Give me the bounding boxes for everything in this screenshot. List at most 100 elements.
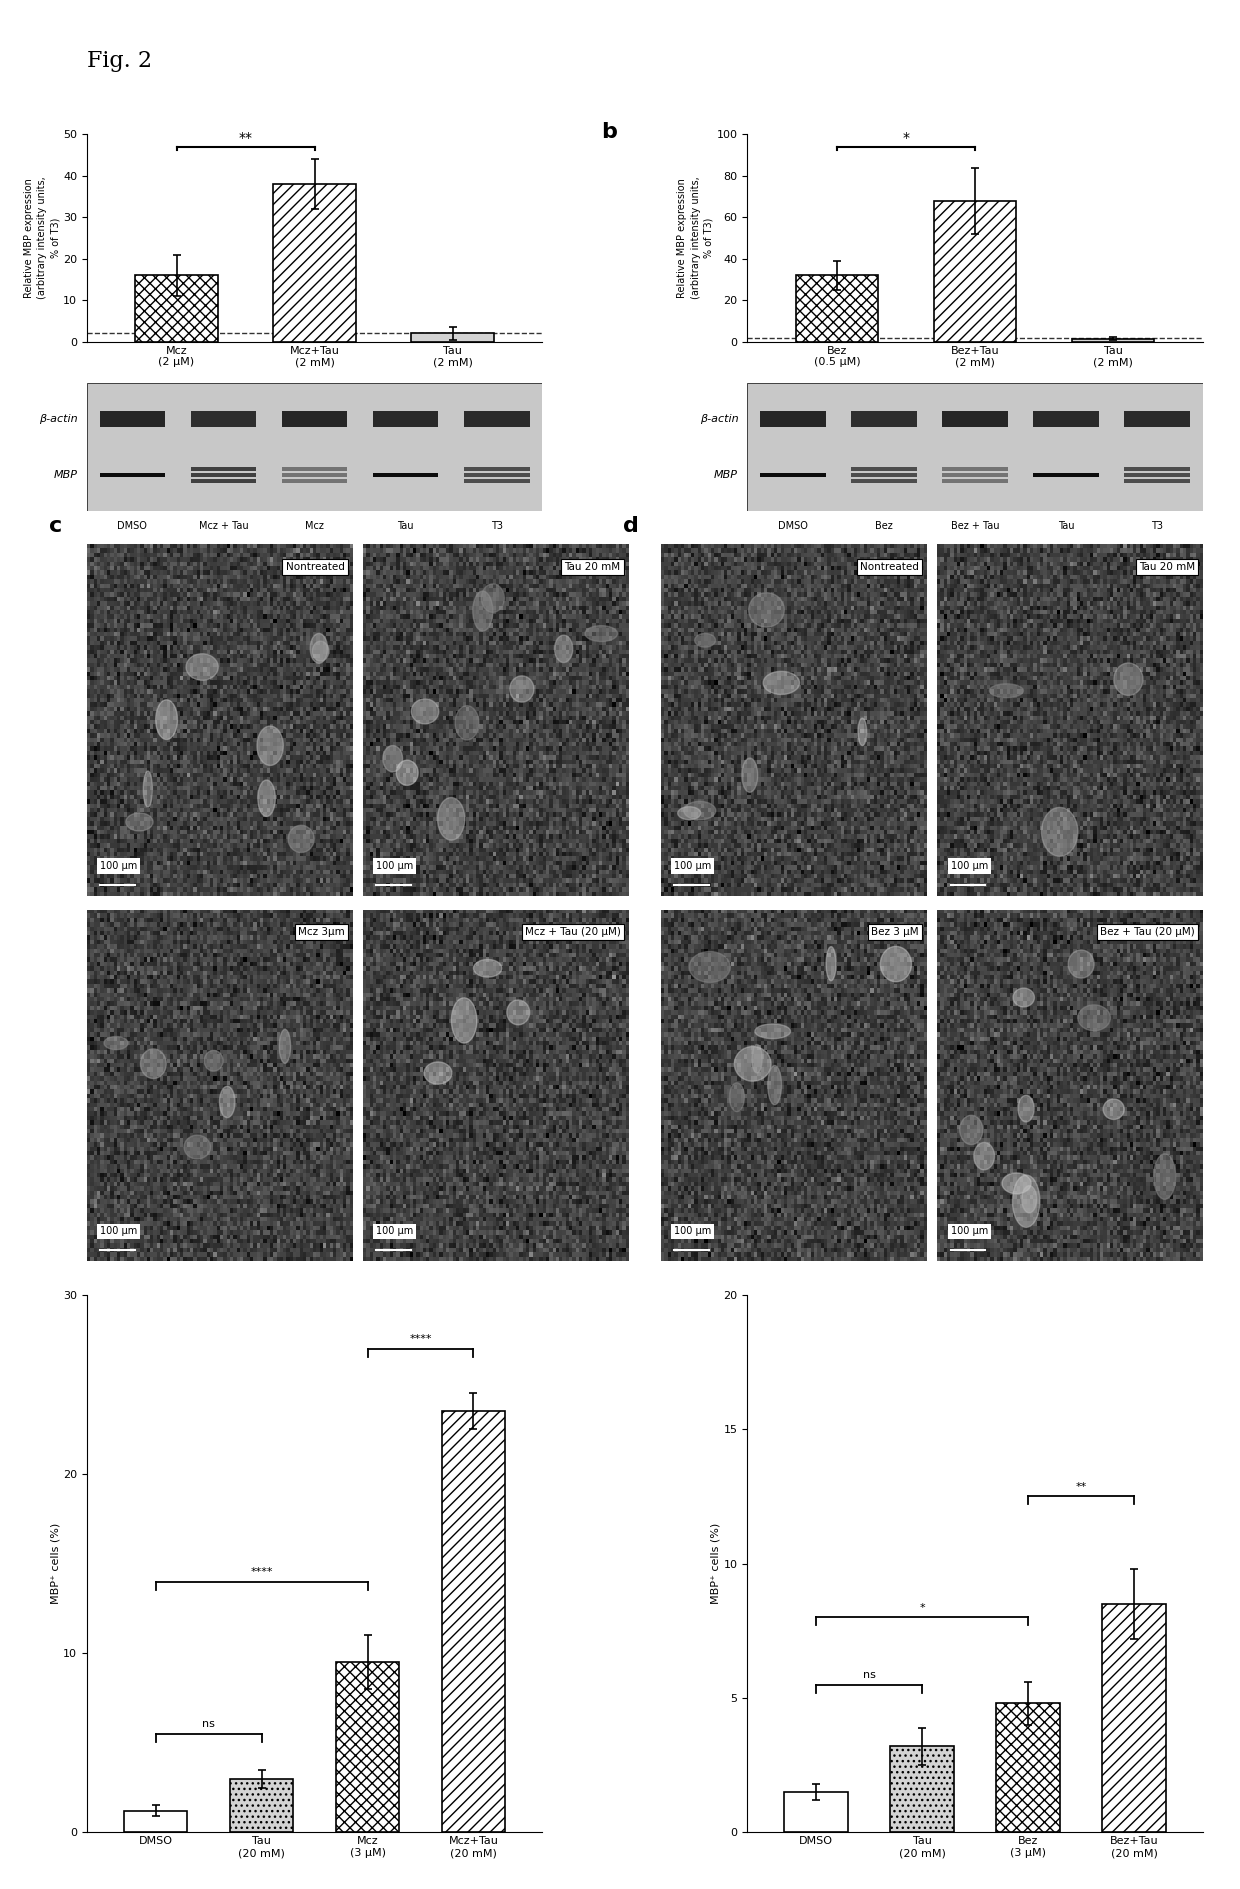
Polygon shape — [1018, 1096, 1034, 1122]
Bar — [412, 332, 494, 342]
Text: Mcz: Mcz — [305, 521, 324, 531]
Y-axis label: MBP⁺ cells (%): MBP⁺ cells (%) — [711, 1523, 720, 1604]
Polygon shape — [749, 593, 784, 627]
Polygon shape — [768, 1065, 781, 1105]
Bar — [99, 472, 165, 478]
Polygon shape — [312, 640, 329, 661]
Bar — [760, 412, 826, 427]
Bar — [1125, 472, 1190, 478]
Polygon shape — [125, 812, 153, 831]
Bar — [191, 412, 257, 427]
Polygon shape — [219, 1086, 236, 1118]
Text: T3: T3 — [1151, 521, 1163, 531]
Polygon shape — [507, 999, 529, 1026]
Polygon shape — [1013, 988, 1034, 1007]
Bar — [373, 472, 439, 478]
Polygon shape — [554, 635, 573, 663]
Bar — [464, 412, 529, 427]
Polygon shape — [184, 1135, 211, 1160]
Polygon shape — [104, 1037, 128, 1050]
Bar — [281, 472, 347, 478]
Polygon shape — [1002, 1173, 1032, 1194]
Polygon shape — [742, 757, 758, 791]
Polygon shape — [424, 1062, 451, 1084]
Polygon shape — [1022, 1186, 1037, 1213]
Polygon shape — [258, 780, 275, 816]
Text: Bez 3 μM: Bez 3 μM — [870, 927, 919, 937]
Polygon shape — [481, 584, 505, 612]
Polygon shape — [729, 1082, 744, 1111]
Polygon shape — [472, 591, 492, 631]
Polygon shape — [751, 1045, 763, 1073]
Text: 100 μm: 100 μm — [100, 861, 138, 871]
Text: MBP: MBP — [714, 470, 738, 480]
Text: Nontreated: Nontreated — [285, 563, 345, 572]
Polygon shape — [156, 699, 177, 739]
Text: Tau: Tau — [397, 521, 414, 531]
Text: ns: ns — [863, 1670, 875, 1679]
Polygon shape — [510, 676, 534, 703]
Polygon shape — [1068, 950, 1094, 979]
Polygon shape — [288, 825, 314, 852]
Polygon shape — [689, 952, 730, 982]
Text: β-actin: β-actin — [699, 414, 738, 423]
Bar — [1033, 472, 1099, 478]
Text: 100 μm: 100 μm — [376, 861, 413, 871]
Polygon shape — [734, 1047, 771, 1081]
Text: Bez + Tau (20 μM): Bez + Tau (20 μM) — [1100, 927, 1195, 937]
Text: DMSO: DMSO — [118, 521, 148, 531]
Text: 100 μm: 100 μm — [376, 1226, 413, 1237]
Polygon shape — [694, 633, 715, 648]
Text: Nontreated: Nontreated — [859, 563, 919, 572]
Polygon shape — [474, 960, 502, 977]
Text: d: d — [624, 516, 639, 536]
Polygon shape — [257, 725, 283, 765]
Text: β-actin: β-actin — [40, 414, 78, 423]
Polygon shape — [412, 699, 439, 723]
Bar — [281, 480, 347, 484]
Polygon shape — [826, 946, 836, 980]
Polygon shape — [144, 771, 153, 807]
Bar — [124, 1812, 187, 1832]
Bar — [1033, 412, 1099, 427]
Bar — [1125, 467, 1190, 470]
Bar — [1071, 338, 1154, 342]
Bar — [851, 480, 916, 484]
Bar — [273, 183, 356, 342]
Bar — [942, 412, 1008, 427]
Polygon shape — [1013, 1175, 1040, 1228]
Text: **: ** — [1075, 1483, 1086, 1492]
Text: *: * — [919, 1604, 925, 1613]
Polygon shape — [205, 1050, 223, 1071]
Bar — [1125, 412, 1190, 427]
Text: **: ** — [238, 130, 253, 145]
Polygon shape — [383, 746, 403, 773]
Bar — [1125, 480, 1190, 484]
Bar — [99, 412, 165, 427]
Bar — [191, 467, 257, 470]
Y-axis label: Relative MBP expression
(arbitrary intensity units,
% of T3): Relative MBP expression (arbitrary inten… — [677, 178, 714, 298]
Polygon shape — [1154, 1154, 1176, 1200]
Text: 100 μm: 100 μm — [951, 1226, 988, 1237]
Text: Tau 20 mM: Tau 20 mM — [1138, 563, 1195, 572]
Polygon shape — [455, 706, 479, 740]
Text: Tau: Tau — [1058, 521, 1074, 531]
Text: 100 μm: 100 μm — [951, 861, 988, 871]
Bar — [796, 276, 878, 342]
Text: c: c — [48, 516, 62, 536]
Text: DMSO: DMSO — [777, 521, 807, 531]
Polygon shape — [755, 1024, 791, 1039]
Text: T3: T3 — [491, 521, 502, 531]
Bar — [942, 467, 1008, 470]
Bar — [281, 467, 347, 470]
Text: ****: **** — [409, 1334, 432, 1345]
Text: Mcz + Tau (20 μM): Mcz + Tau (20 μM) — [525, 927, 620, 937]
Polygon shape — [397, 759, 418, 786]
Text: *: * — [903, 130, 909, 145]
Bar — [229, 1779, 294, 1832]
Polygon shape — [990, 684, 1023, 697]
Bar — [441, 1411, 505, 1832]
Text: Bez + Tau: Bez + Tau — [951, 521, 999, 531]
Text: b: b — [601, 123, 618, 142]
Polygon shape — [880, 946, 911, 982]
